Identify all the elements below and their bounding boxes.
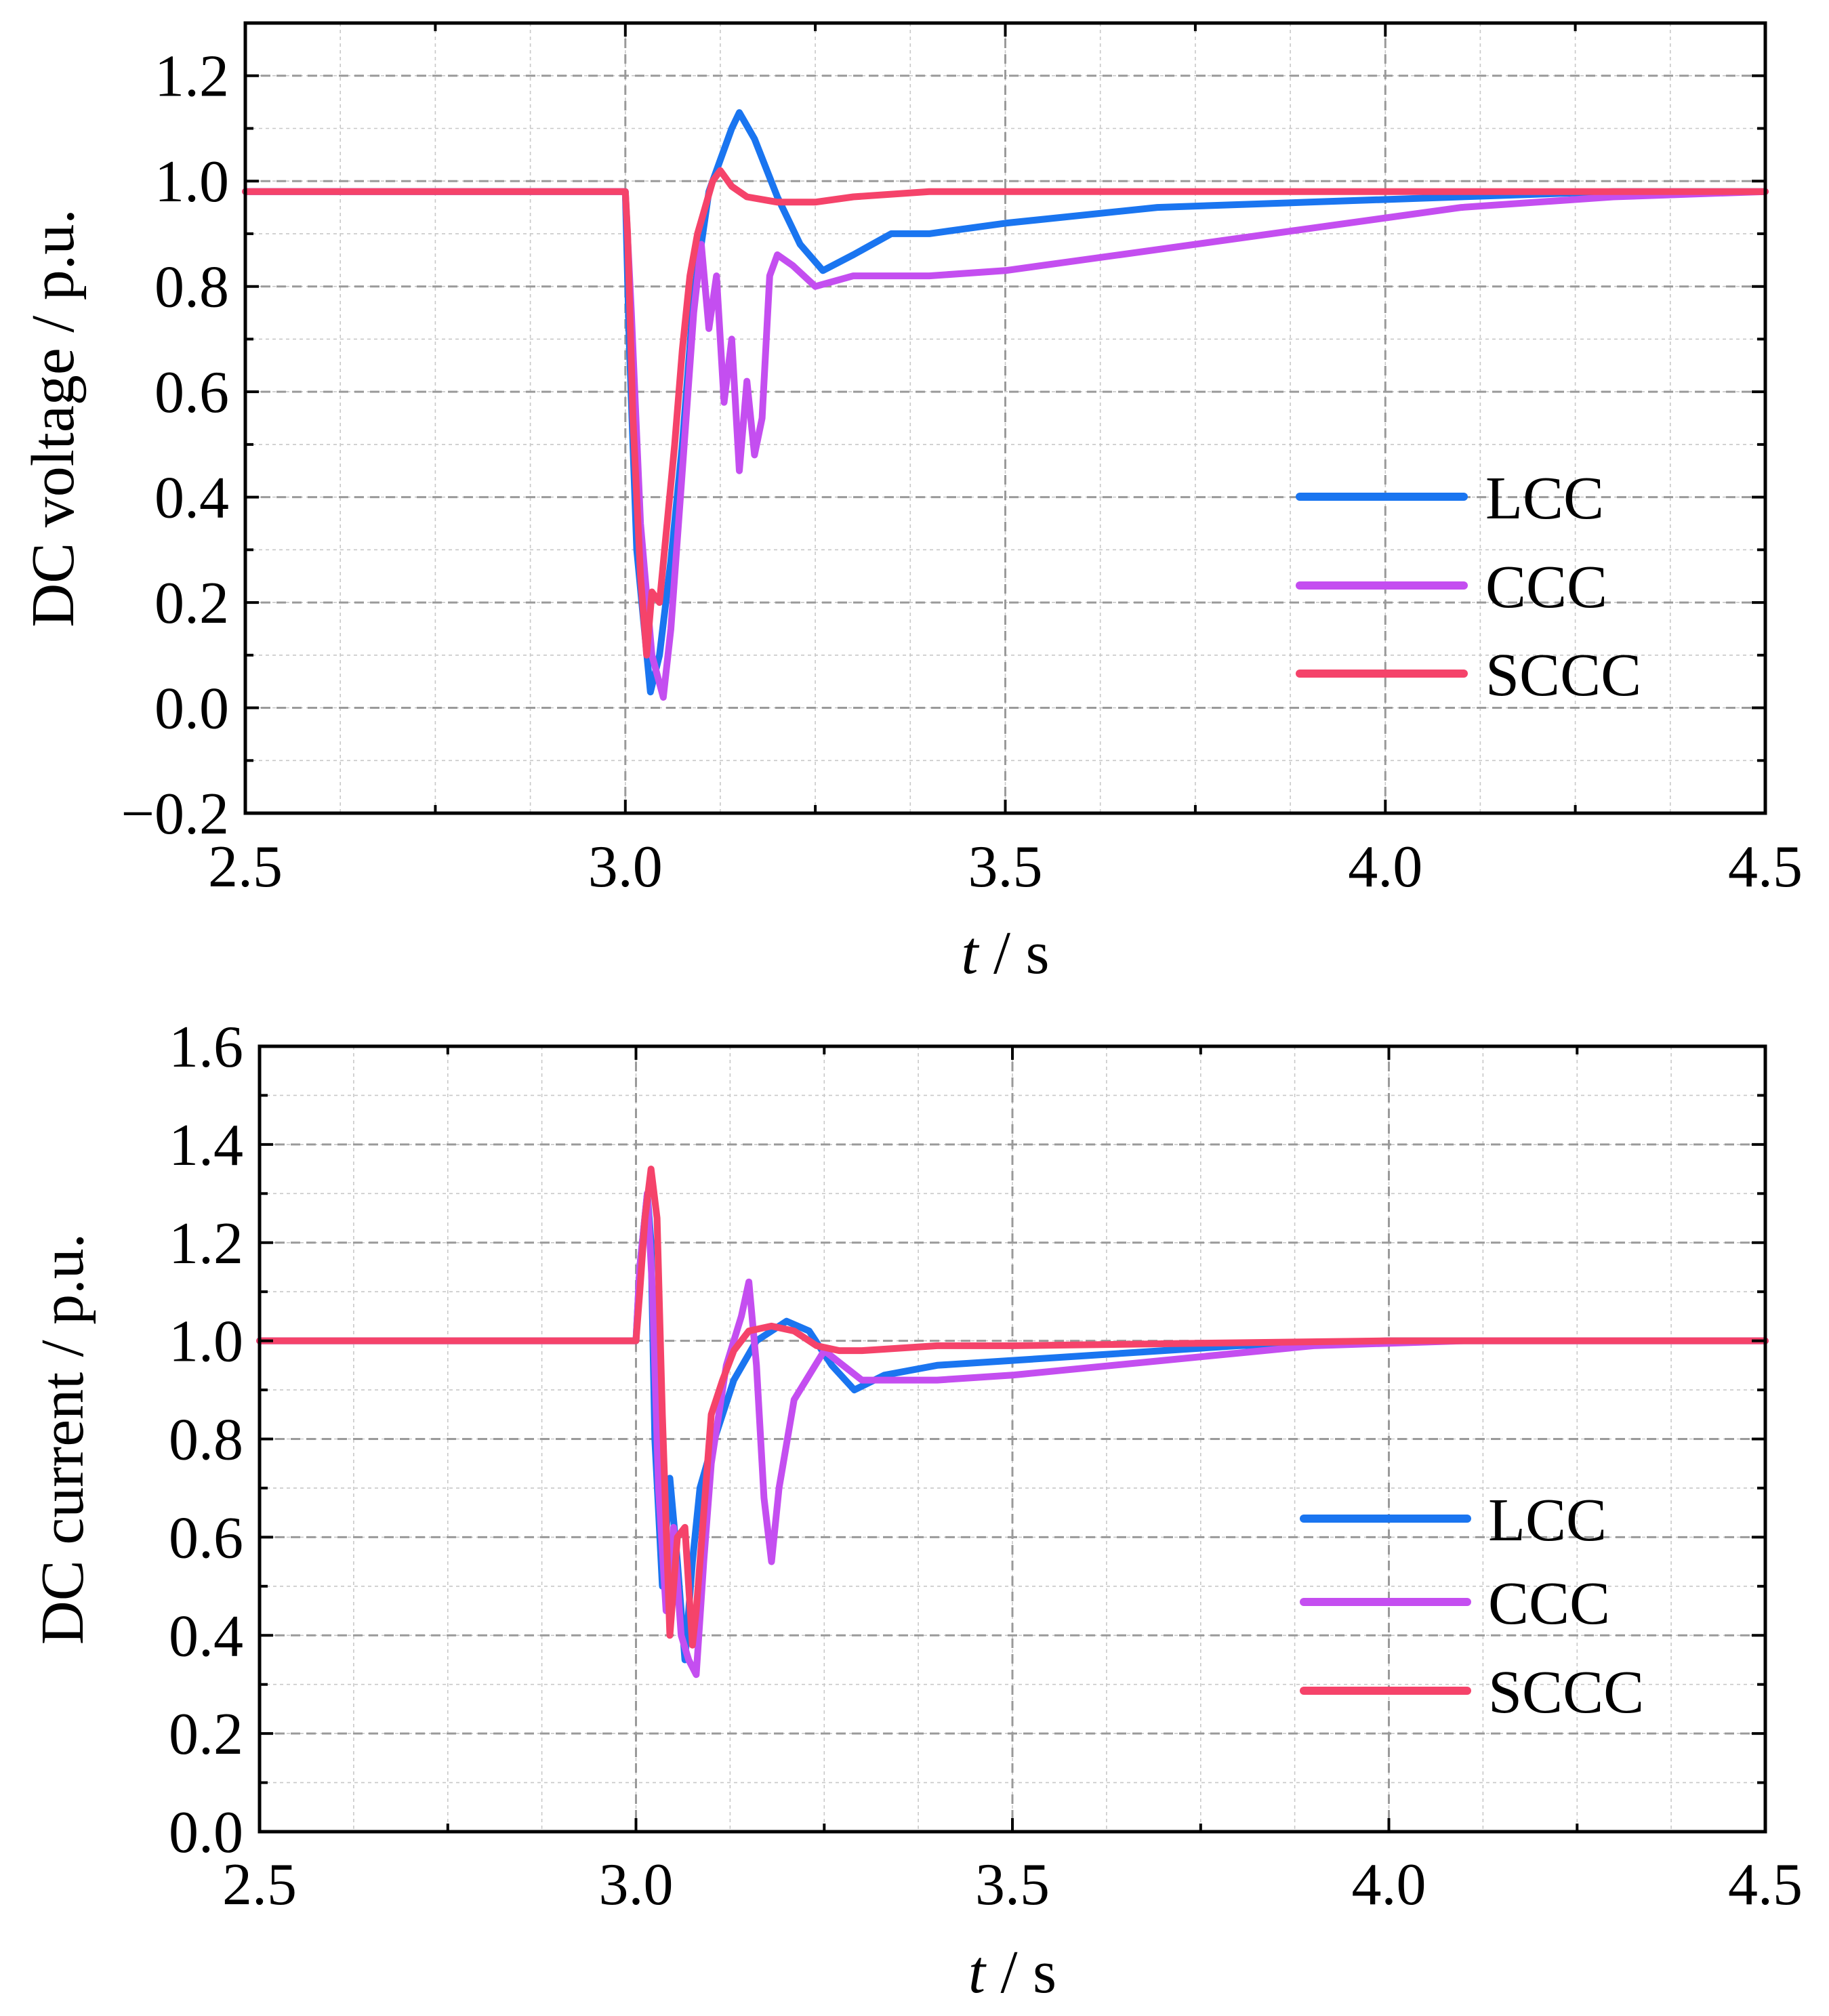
x-axis-label-var: t — [968, 1939, 987, 2006]
legend-label-lcc: LCC — [1485, 465, 1604, 532]
y-tick-label: 0.6 — [155, 360, 229, 426]
y-tick-label: 0.0 — [169, 1800, 243, 1866]
series-line-sccc — [256, 1166, 1769, 1649]
y-tick-label: 0.2 — [169, 1702, 243, 1767]
series-line-sccc — [242, 167, 1769, 659]
y-tick-label: 0.0 — [155, 676, 229, 742]
legend-label-sccc: SCCC — [1485, 642, 1641, 709]
legend-label-ccc: CCC — [1488, 1570, 1610, 1637]
x-tick-label: 4.5 — [1728, 1852, 1803, 1918]
x-axis-label: t / s — [961, 920, 1049, 987]
y-axis-label: DC current / p.u. — [29, 1233, 96, 1645]
legend-label-lcc: LCC — [1488, 1487, 1607, 1554]
x-tick-label: 4.0 — [1348, 834, 1422, 900]
y-tick-label: −0.2 — [121, 781, 229, 847]
series-line-ccc — [256, 1190, 1769, 1679]
legend-label-ccc: CCC — [1485, 554, 1607, 621]
y-tick-label: 0.4 — [155, 466, 229, 531]
x-axis-label-unit: / s — [978, 920, 1049, 987]
current-chart: 2.5 3.0 3.5 4.0 4.5 0.0 0.2 0.4 0.6 0.8 1.0 1.2 1.4 1… — [29, 1014, 1803, 2006]
y-tick-label: 1.4 — [169, 1113, 243, 1178]
x-axis-label-var: t — [961, 920, 979, 987]
y-tick-label: 0.2 — [155, 571, 229, 636]
voltage-chart: 2.5 3.0 3.5 4.0 4.5 −0.2 0.0 0.2 0.4 0.6 0.8 1.0 1.2… — [20, 21, 1803, 987]
y-tick-label: 1.6 — [169, 1014, 243, 1080]
series-line-ccc — [242, 188, 1769, 701]
x-tick-label: 3.5 — [975, 1852, 1050, 1918]
y-tick-label: 1.2 — [155, 44, 229, 110]
x-axis-label-unit: / s — [985, 1939, 1056, 2006]
x-tick-label: 2.5 — [222, 1852, 297, 1918]
y-tick-label: 0.8 — [169, 1407, 243, 1473]
y-tick-label: 0.6 — [169, 1505, 243, 1571]
x-tick-label: 4.5 — [1728, 834, 1803, 900]
y-tick-label: 1.0 — [155, 149, 229, 215]
y-tick-label: 1.2 — [169, 1211, 243, 1277]
x-tick-label: 3.0 — [588, 834, 663, 900]
x-tick-label: 2.5 — [208, 834, 283, 900]
x-tick-label: 4.0 — [1352, 1852, 1426, 1918]
y-tick-label: 0.4 — [169, 1603, 243, 1669]
x-tick-label: 3.5 — [968, 834, 1043, 900]
x-axis-label: t / s — [968, 1939, 1056, 2006]
legend-label-sccc: SCCC — [1488, 1659, 1644, 1726]
y-tick-label: 0.8 — [155, 255, 229, 321]
y-axis-label: DC voltage / p.u. — [20, 209, 87, 627]
y-tick-label: 1.0 — [169, 1309, 243, 1375]
x-tick-label: 3.0 — [599, 1852, 674, 1918]
